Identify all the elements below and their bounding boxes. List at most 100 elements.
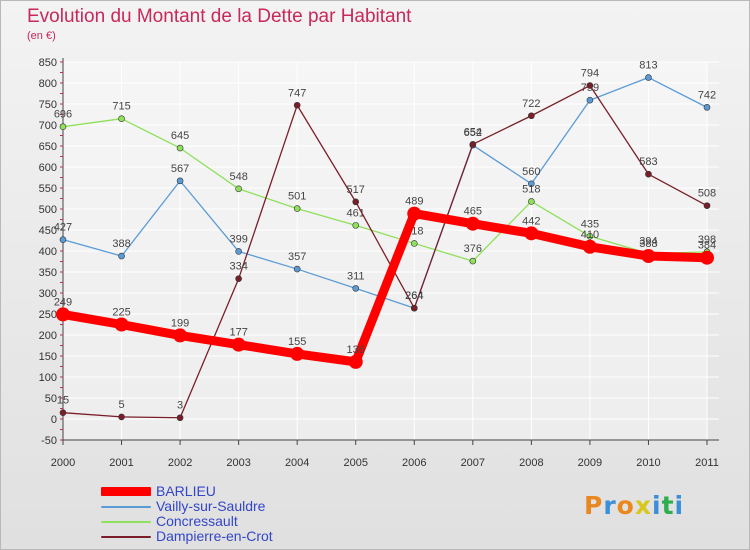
y-tick-label: 450: [39, 225, 57, 237]
data-point-concressault: [293, 205, 301, 212]
x-tick-label: 2004: [285, 457, 309, 469]
data-point-concressault: [352, 222, 360, 229]
data-point-concressault: [528, 198, 535, 205]
data-point-barlieu: [290, 346, 305, 361]
series-line-dampierre-en-crot: [62, 84, 708, 419]
y-tick-label: 800: [39, 78, 57, 90]
x-tick-label: 2010: [636, 457, 660, 469]
x-tick-label: 2000: [51, 457, 75, 469]
data-point-dampierre-en-crot: [235, 275, 242, 283]
legend-label-concressault: Concressault: [156, 513, 238, 529]
x-tick-label: 2001: [109, 457, 133, 469]
y-tick-label: 550: [39, 183, 57, 195]
data-label-dampierre-en-crot: 517: [347, 184, 365, 196]
data-point-vailly-sur-sauldre: [293, 265, 301, 273]
data-point-dampierre-en-crot: [176, 414, 184, 422]
data-label-dampierre-en-crot: 508: [698, 188, 716, 200]
data-point-vailly-sur-sauldre: [176, 177, 184, 185]
series-line-concressault: [62, 118, 708, 262]
data-label-vailly-sur-sauldre: 399: [229, 233, 247, 245]
x-tick-label: 2009: [578, 457, 602, 469]
legend-swatch-vailly: [101, 506, 151, 508]
data-point-vailly-sur-sauldre: [703, 104, 711, 111]
data-label-barlieu: 489: [405, 196, 423, 208]
data-label-concressault: 398: [698, 234, 716, 246]
legend-label-dampierre: Dampierre-en-Crot: [156, 528, 273, 544]
data-label-barlieu: 177: [229, 327, 247, 339]
data-point-concressault: [118, 115, 125, 122]
data-label-dampierre-en-crot: 5: [118, 399, 124, 411]
data-point-vailly-sur-sauldre: [59, 236, 67, 243]
data-point-vailly-sur-sauldre: [352, 285, 360, 292]
data-label-concressault: 394: [639, 236, 657, 248]
data-point-dampierre-en-crot: [645, 170, 652, 178]
data-label-vailly-sur-sauldre: 311: [347, 270, 365, 282]
data-label-barlieu: 225: [112, 307, 130, 319]
y-tick-label: 0: [51, 414, 57, 426]
data-label-dampierre-en-crot: 722: [522, 98, 540, 110]
data-label-vailly-sur-sauldre: 357: [288, 251, 306, 263]
data-point-barlieu: [348, 354, 363, 369]
data-label-vailly-sur-sauldre: 388: [112, 238, 130, 250]
x-tick-label: 2011: [695, 457, 719, 469]
data-point-concressault: [586, 233, 594, 240]
data-point-barlieu: [700, 250, 714, 265]
data-point-concressault: [59, 123, 67, 130]
data-point-barlieu: [173, 328, 188, 343]
y-tick-label: 750: [39, 99, 57, 111]
data-point-dampierre-en-crot: [118, 413, 125, 421]
data-point-barlieu: [465, 216, 480, 231]
data-point-barlieu: [114, 317, 129, 332]
data-point-concressault: [235, 185, 242, 193]
legend-swatch-concressault: [101, 521, 151, 523]
legend-swatch-barlieu: [101, 487, 151, 496]
legend-label-vailly: Vailly-sur-Sauldre: [156, 498, 266, 514]
data-point-barlieu: [231, 337, 246, 352]
data-label-barlieu: 410: [581, 229, 599, 241]
data-label-dampierre-en-crot: 334: [229, 261, 247, 273]
data-point-dampierre-en-crot: [410, 304, 418, 312]
data-label-barlieu: 199: [171, 317, 189, 329]
x-tick-label: 2005: [343, 457, 367, 469]
data-point-concressault: [469, 257, 477, 265]
data-label-vailly-sur-sauldre: 427: [54, 222, 72, 234]
data-point-dampierre-en-crot: [586, 82, 594, 89]
data-label-concressault: 696: [54, 109, 72, 121]
data-label-barlieu: 155: [288, 336, 306, 348]
data-point-vailly-sur-sauldre: [528, 180, 535, 188]
data-label-concressault: 548: [229, 171, 247, 183]
data-label-dampierre-en-crot: 15: [57, 395, 69, 407]
series-line-barlieu: [58, 209, 712, 367]
y-tick-label: 650: [39, 141, 57, 153]
x-tick-label: 2008: [519, 457, 543, 469]
data-point-concressault: [410, 240, 418, 247]
data-label-barlieu: 384: [698, 240, 716, 252]
data-point-dampierre-en-crot: [703, 202, 711, 209]
y-tick-label: 500: [39, 204, 57, 216]
data-label-barlieu: 136: [347, 344, 365, 356]
data-label-concressault: 501: [288, 191, 306, 203]
y-tick-label: 400: [39, 246, 57, 258]
data-point-barlieu: [641, 249, 656, 264]
data-point-vailly-sur-sauldre: [235, 248, 242, 255]
data-point-vailly-sur-sauldre: [586, 96, 594, 104]
y-tick-label: 300: [39, 288, 57, 300]
data-label-vailly-sur-sauldre: 742: [698, 89, 716, 101]
data-point-barlieu: [407, 206, 422, 221]
data-label-vailly-sur-sauldre: 560: [522, 166, 540, 178]
x-tick-label: 2002: [168, 457, 192, 469]
data-point-barlieu: [582, 239, 597, 254]
data-point-dampierre-en-crot: [528, 112, 535, 120]
data-point-dampierre-en-crot: [352, 198, 360, 206]
x-tick-label: 2007: [461, 457, 485, 469]
legend-label-barlieu: BARLIEU: [156, 483, 216, 499]
data-label-concressault: 435: [581, 218, 599, 230]
data-label-concressault: 518: [522, 183, 540, 195]
data-point-vailly-sur-sauldre: [645, 74, 652, 81]
y-tick-label: 200: [39, 330, 57, 342]
data-point-barlieu: [524, 226, 539, 241]
data-label-barlieu: 388: [639, 238, 657, 250]
